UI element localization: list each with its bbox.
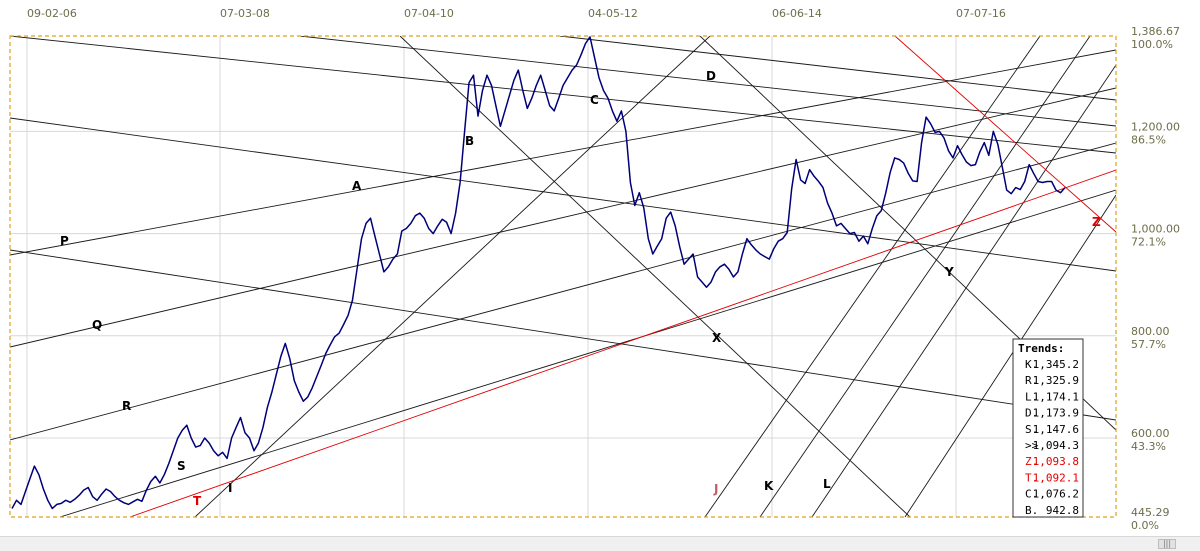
- trend-letter-d: D: [706, 69, 716, 83]
- trends-legend-key: Z.: [1025, 455, 1038, 468]
- trend-line-i: [194, 36, 711, 517]
- trends-legend-title: Trends:: [1018, 342, 1064, 355]
- trend-letter-i: I: [228, 481, 232, 495]
- trend-letter-c: C: [590, 93, 599, 107]
- x-tick-label: 09-02-06: [27, 7, 77, 20]
- trend-chart: 09-02-06 07-03-08 07-04-10 04-05-12 06-06-14…: [9, 7, 1180, 532]
- y-tick-label: 800.00: [1131, 325, 1170, 338]
- trends-legend-key: S.: [1025, 423, 1038, 436]
- trend-line-j: [704, 36, 1041, 517]
- trends-legend-value: 1,094.3: [1033, 439, 1079, 452]
- trend-letter-l: L: [823, 477, 831, 491]
- trends-legend-value: 1,092.1: [1033, 471, 1079, 484]
- y-tick-label: 600.00: [1131, 427, 1170, 440]
- trend-line-m: [904, 194, 1116, 517]
- trend-line-z: [894, 36, 1116, 233]
- y-tick-label: 1,200.00: [1131, 120, 1180, 133]
- trend-letter-t: T: [193, 494, 202, 508]
- trends-legend-key: D.: [1025, 407, 1038, 420]
- trends-legend-value: 1,325.9: [1033, 374, 1079, 387]
- trends-legend-key: L.: [1025, 390, 1038, 403]
- y-percent-label: 86.5%: [1131, 133, 1166, 146]
- trend-line-s: [59, 189, 1116, 517]
- trend-line-r: [10, 142, 1116, 441]
- trend-line-l: [811, 64, 1116, 517]
- trend-letter-j: J: [713, 482, 718, 496]
- trend-line-c: [10, 36, 1116, 154]
- trends-legend-key: T.: [1025, 471, 1038, 484]
- trend-line-p: [10, 49, 1116, 256]
- trends-legend-value: 1,173.9: [1033, 407, 1079, 420]
- trends-legend-value: 1,147.6: [1033, 423, 1079, 436]
- trend-line-k: [759, 36, 1091, 517]
- trend-line-q: [10, 87, 1116, 348]
- y-tick-label: 445.29: [1131, 506, 1170, 519]
- trends-legend-key: >>: [1025, 439, 1039, 452]
- trend-letter-k: K: [764, 479, 774, 493]
- y-percent-label: 0.0%: [1131, 519, 1159, 532]
- trends-legend-key: C.: [1025, 488, 1038, 501]
- trends-legend-key: R.: [1025, 374, 1038, 387]
- trend-line-d2: [559, 36, 1116, 101]
- trend-letter-r: R: [122, 399, 131, 413]
- x-tick-label: 07-03-08: [220, 7, 270, 20]
- y-percent-label: 72.1%: [1131, 236, 1166, 249]
- trends-legend-value: 1,345.2: [1033, 358, 1079, 371]
- trend-letter-a: A: [352, 179, 362, 193]
- trends-legend-value: 942.8: [1046, 504, 1079, 517]
- trend-letter-z: Z: [1092, 215, 1101, 229]
- x-tick-label: 04-05-12: [588, 7, 638, 20]
- trend-line-x: [399, 36, 911, 517]
- trend-letter-b: B: [465, 134, 474, 148]
- trend-line-lower: [10, 249, 1116, 421]
- y-tick-label: 1,386.67: [1131, 25, 1180, 38]
- y-percent-label: 43.3%: [1131, 440, 1166, 453]
- trend-letter-p: P: [60, 234, 69, 248]
- trends-legend-value: 1,174.1: [1033, 390, 1079, 403]
- horizontal-scrollbar[interactable]: |||: [0, 536, 1200, 551]
- trends-legend-key: B.: [1025, 504, 1038, 517]
- trends-legend-key: K.: [1025, 358, 1038, 371]
- y-percent-label: 100.0%: [1131, 38, 1173, 51]
- y-percent-label: 57.7%: [1131, 338, 1166, 351]
- trend-letter-q: Q: [92, 318, 102, 332]
- trends-legend-box: [1012, 338, 1084, 518]
- trend-line-t: [129, 169, 1116, 517]
- scrollbar-thumb[interactable]: |||: [1158, 539, 1176, 549]
- trend-letter-s: S: [177, 459, 186, 473]
- price-series-line: [11, 36, 1066, 510]
- x-tick-label: 07-07-16: [956, 7, 1006, 20]
- y-tick-label: 1,000.00: [1131, 223, 1180, 236]
- trend-lines: [10, 36, 1116, 517]
- x-tick-label: 06-06-14: [772, 7, 822, 20]
- plot-frame: [9, 35, 1117, 518]
- x-tick-label: 07-04-10: [404, 7, 454, 20]
- trends-legend-value: 1,076.2: [1033, 488, 1079, 501]
- trend-line-a: [10, 117, 1116, 272]
- trend-letter-x: X: [712, 331, 722, 345]
- trends-legend-value: 1,093.8: [1033, 455, 1079, 468]
- trend-letter-y: Y: [944, 265, 954, 279]
